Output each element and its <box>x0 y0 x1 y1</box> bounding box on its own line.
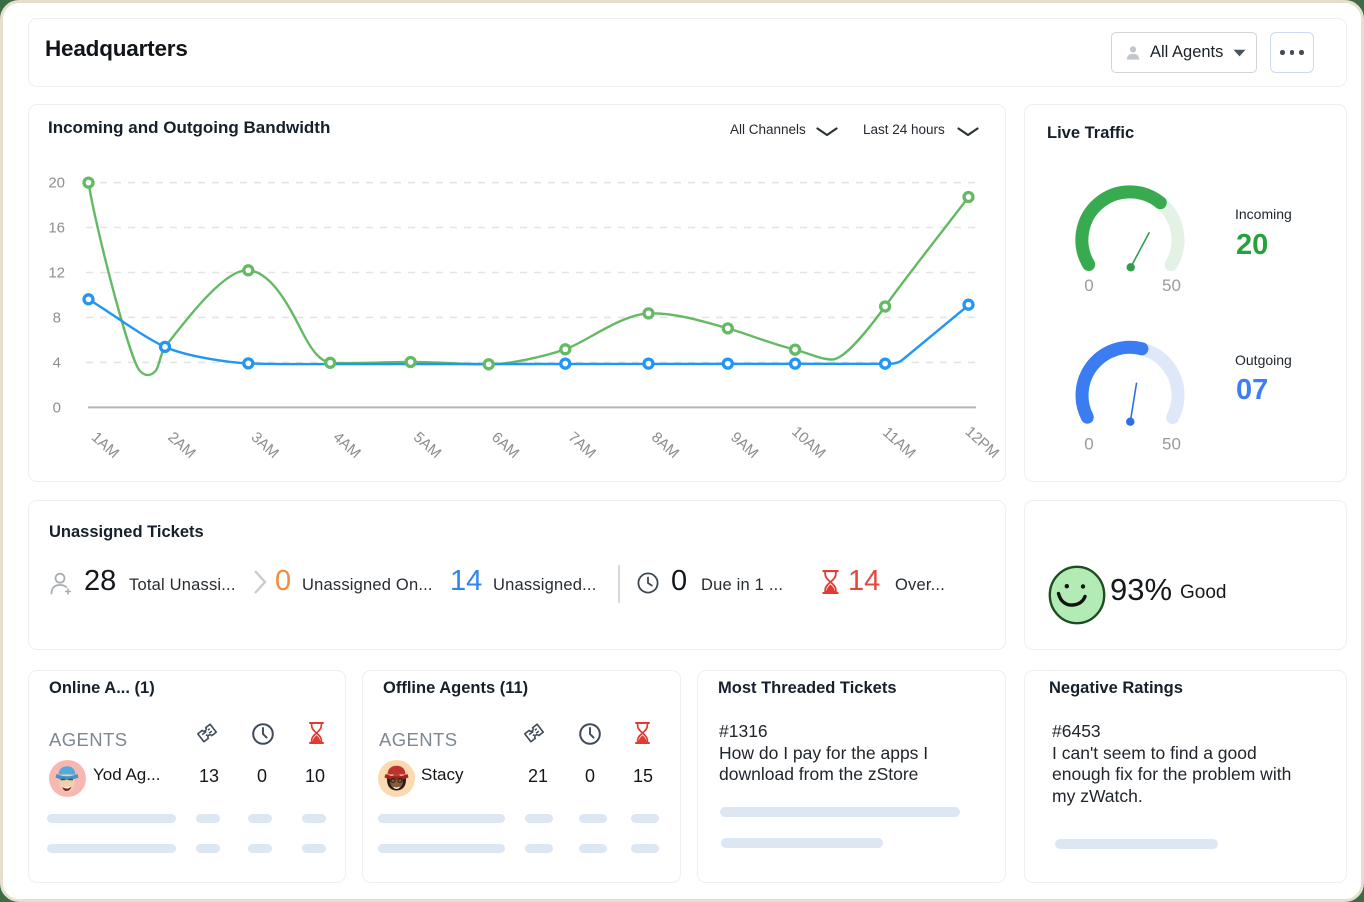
svg-text:0: 0 <box>1084 276 1093 295</box>
svg-text:12PM: 12PM <box>962 423 1002 462</box>
svg-text:50: 50 <box>1162 276 1181 295</box>
svg-text:3AM: 3AM <box>248 429 282 462</box>
svg-text:8: 8 <box>53 309 61 326</box>
svg-text:5AM: 5AM <box>410 429 444 462</box>
svg-text:20: 20 <box>48 175 65 192</box>
svg-text:11AM: 11AM <box>879 424 919 462</box>
svg-text:4AM: 4AM <box>330 429 364 462</box>
svg-text:12: 12 <box>48 265 65 282</box>
svg-text:1AM: 1AM <box>88 429 122 462</box>
svg-text:16: 16 <box>48 220 65 237</box>
svg-text:0: 0 <box>1084 435 1093 454</box>
svg-text:6AM: 6AM <box>488 429 522 462</box>
svg-text:50: 50 <box>1162 435 1181 454</box>
svg-text:8AM: 8AM <box>648 429 682 462</box>
svg-text:2AM: 2AM <box>164 429 198 462</box>
svg-text:7AM: 7AM <box>565 429 599 462</box>
svg-text:4: 4 <box>53 354 61 371</box>
svg-text:9AM: 9AM <box>727 429 761 462</box>
svg-text:0: 0 <box>53 399 61 416</box>
svg-text:10AM: 10AM <box>788 423 828 462</box>
